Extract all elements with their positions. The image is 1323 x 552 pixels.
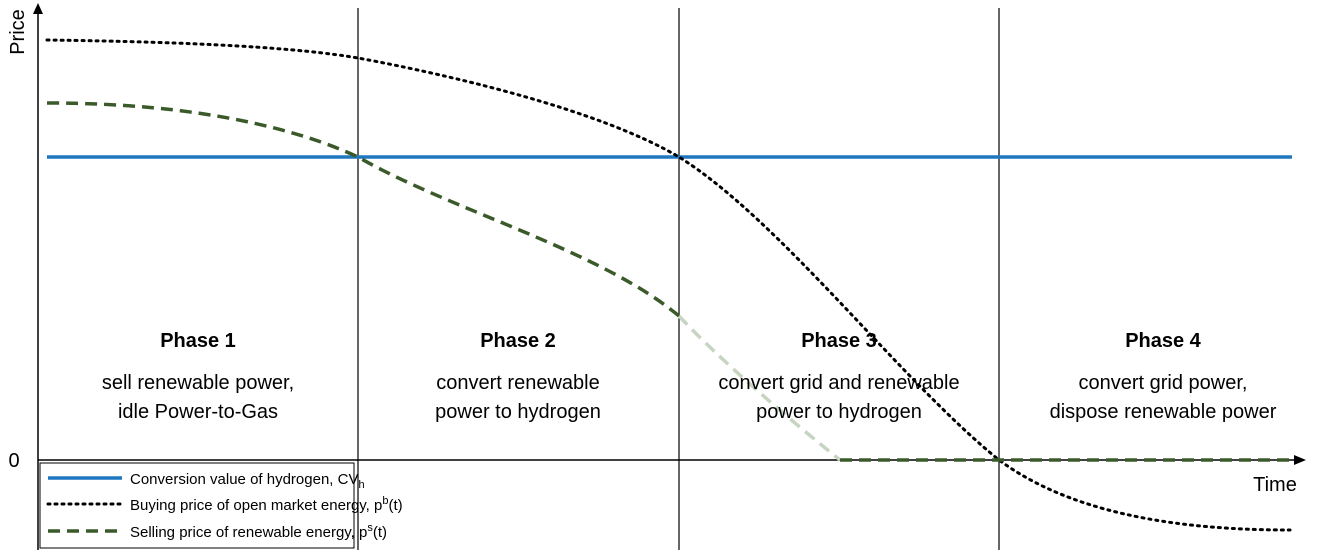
legend-sub: h <box>358 479 364 491</box>
legend-entry: Conversion value of hydrogen, CVh <box>130 471 365 491</box>
legend-entry: Selling price of renewable energy, ps(t) <box>130 522 387 541</box>
x-label: Time <box>1253 474 1297 496</box>
x-arrow <box>1294 455 1306 465</box>
legend-entry: Buying price of open market energy, pb(t… <box>130 495 403 514</box>
phase-description: dispose renewable power <box>1050 401 1277 423</box>
phase-title: Phase 1 <box>160 330 236 352</box>
phase-title: Phase 4 <box>1125 330 1201 352</box>
legend-sup: s <box>367 522 373 534</box>
phase-description: sell renewable power, <box>102 372 294 394</box>
legend-tail: (t) <box>389 497 403 514</box>
phase-description: convert grid power, <box>1079 372 1248 394</box>
legend-sup: b <box>382 495 388 507</box>
legend-text: Selling price of renewable energy, p <box>130 524 367 541</box>
phase-title: Phase 3 <box>801 330 877 352</box>
legend-text: Conversion value of hydrogen, CV <box>130 471 358 488</box>
selling-price-curve <box>46 101 681 318</box>
phase-description: convert renewable <box>436 372 599 394</box>
phase-title: Phase 2 <box>480 330 556 352</box>
legend-tail: (t) <box>373 524 387 541</box>
phase-description: idle Power-to-Gas <box>118 401 278 423</box>
y-label: Price <box>7 9 29 55</box>
phase-dividers <box>357 8 1000 550</box>
phase-description: convert grid and renewable <box>718 372 959 394</box>
zero-label: 0 <box>8 450 19 472</box>
buying-price-curve <box>45 38 1292 532</box>
selling-price-faded <box>677 314 842 462</box>
phase-labels: Phase 1 sell renewable power, idle Power-t… <box>102 330 1277 423</box>
legend-box <box>39 462 355 549</box>
phase-description: power to hydrogen <box>435 401 601 423</box>
y-arrow <box>33 3 43 14</box>
legend-text: Buying price of open market energy, p <box>130 497 382 514</box>
phase-description: power to hydrogen <box>756 401 922 423</box>
